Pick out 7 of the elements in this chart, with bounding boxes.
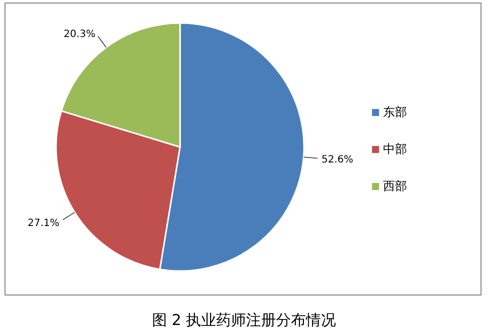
text: 图 2 执业药师注册分布情况 <box>152 311 336 329</box>
data-label: 20.3% <box>64 28 96 40</box>
legend-label: 西部 <box>383 179 407 193</box>
data-label: 27.1% <box>28 218 60 229</box>
legend-label: 中部 <box>383 142 407 156</box>
legend-label: 东部 <box>383 105 407 119</box>
data-label: 52.6% <box>322 154 354 166</box>
